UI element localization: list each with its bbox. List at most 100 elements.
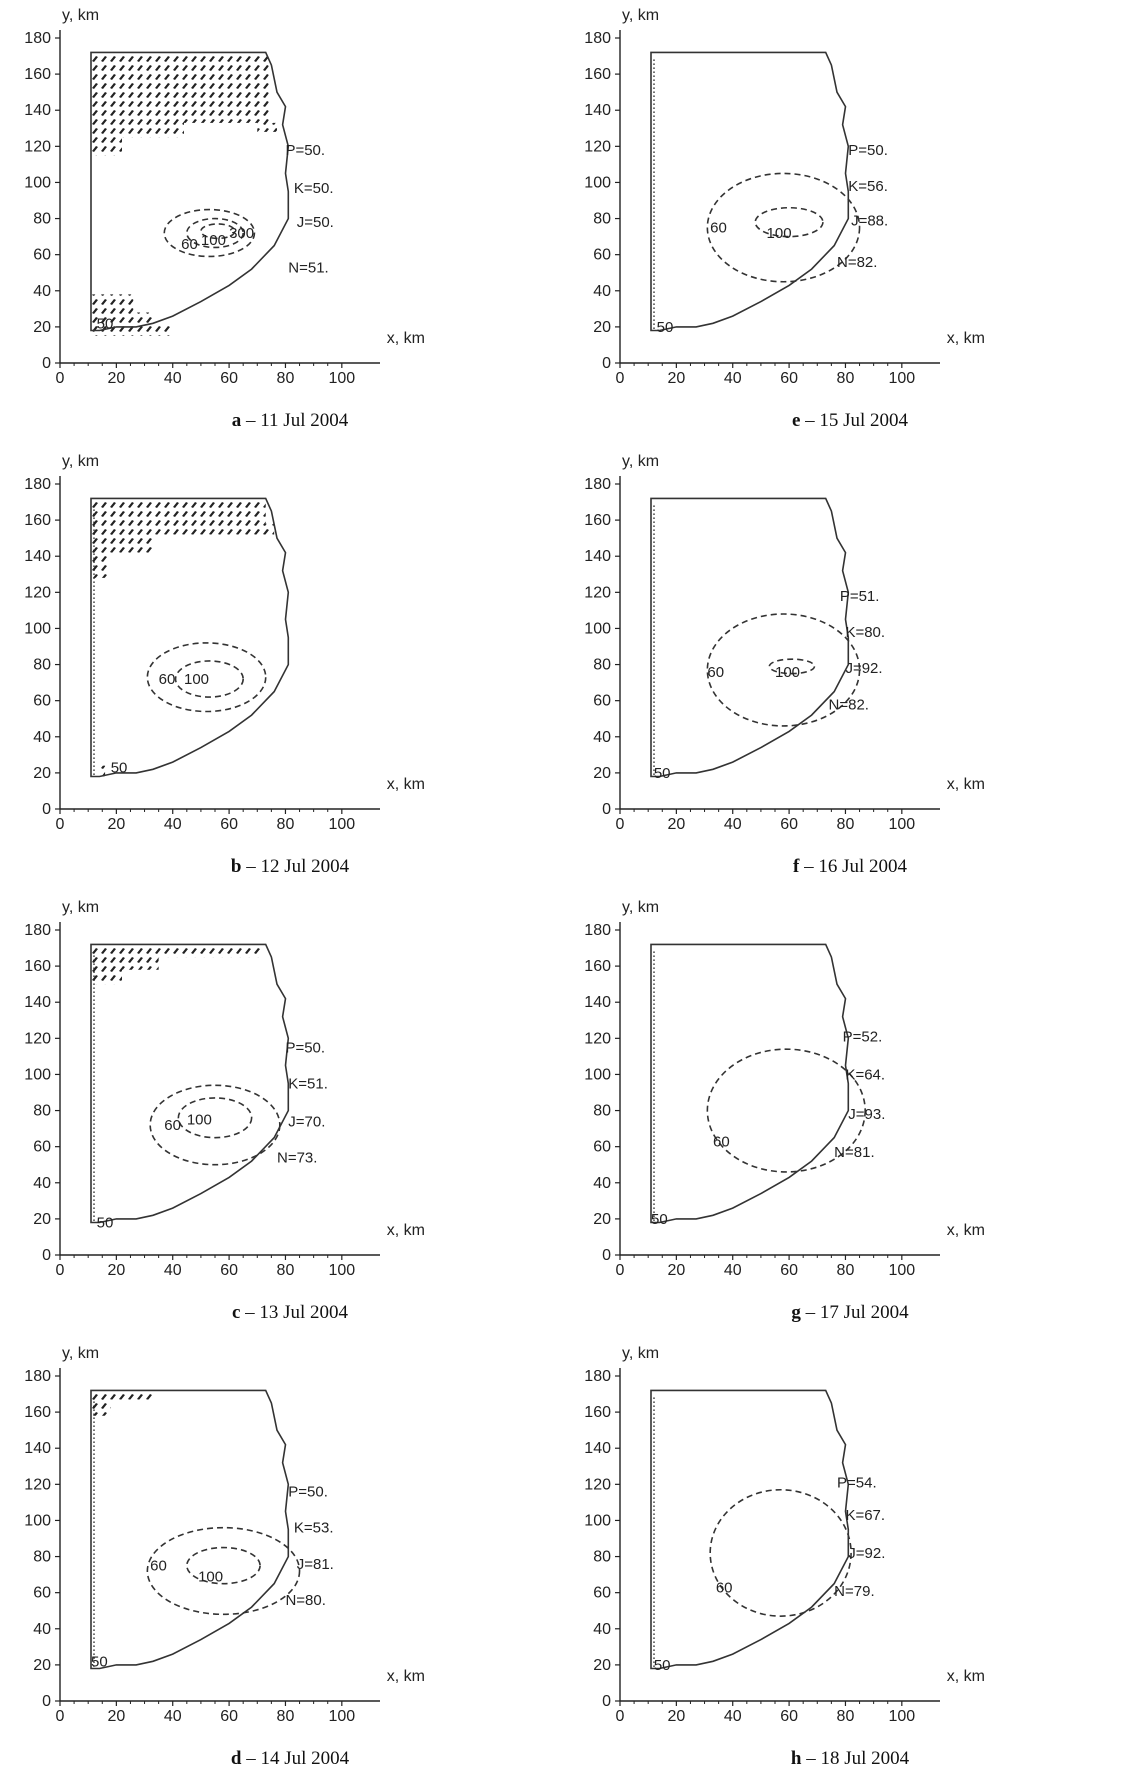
y-tick-label: 180 [584,1368,611,1385]
x-tick-label: 0 [616,370,625,387]
y-tick-label: 100 [24,174,51,191]
y-tick-label: 20 [33,1657,51,1674]
y-tick-label: 140 [584,1440,611,1457]
x-tick-label: 100 [888,816,915,833]
x-tick-label: 100 [888,1708,915,1725]
y-tick-label: 40 [593,283,611,300]
contour-line-60 [163,208,256,258]
y-tick-label: 0 [42,1693,51,1710]
panel-f-caption: f – 16 Jul 2004 [792,856,907,877]
y-tick-label: 40 [593,1621,611,1638]
y-tick-label: 40 [33,283,51,300]
contour-line-100 [186,1546,261,1585]
x-tick-label: 20 [107,1708,125,1725]
x-tick-label: 80 [277,1708,295,1725]
station-label: P=50. [288,1484,328,1501]
y-tick-label: 20 [593,765,611,782]
station-label: P=52. [843,1029,883,1046]
station-label: K=51. [288,1075,328,1092]
y-tick-label: 40 [33,729,51,746]
x-tick-label: 0 [616,816,625,833]
panel-d-plot: 0 20 40 60 80 100 0 20 40 60 80 100 120 140 160 180 x, k… [24,1345,425,1725]
station-label: N=79. [834,1583,874,1600]
contour-line-60 [146,642,267,713]
contour-label: 100 [767,225,792,242]
x-axis-label: x, km [387,330,425,347]
domain-boundary [90,1389,290,1670]
station-label: N=51. [288,259,328,276]
y-tick-label: 160 [24,958,51,975]
axes-e: 0 20 40 60 80 100 0 20 40 60 80 100 120 140 160 180 x, k… [584,7,985,387]
x-tick-label: 20 [667,1708,685,1725]
contour-label: 100 [201,232,226,249]
y-tick-label: 140 [584,102,611,119]
panel-a-caption: a – 11 Jul 2004 [231,410,349,431]
y-tick-label: 100 [24,1512,51,1529]
x-tick-label: 100 [328,1262,355,1279]
y-tick-label: 20 [593,1657,611,1674]
contour-label: 100 [775,664,800,681]
y-tick-label: 180 [584,30,611,47]
panel-a: 0 20 40 60 80 100 0 20 40 60 80 100 120 140 160 180 x, k… [10,0,570,446]
y-tick-label: 120 [24,584,51,601]
x-tick-label: 0 [616,1262,625,1279]
y-tick-label: 160 [24,512,51,529]
contour-line-100 [177,1097,253,1139]
y-tick-label: 60 [33,247,51,264]
contour-label: 100 [184,671,209,688]
y-tick-label: 120 [584,1476,611,1493]
y-tick-label: 60 [593,247,611,264]
contour-label: 60 [713,1133,730,1150]
x-tick-label: 40 [164,1262,182,1279]
y-tick-label: 40 [593,1175,611,1192]
axes-a: 0 20 40 60 80 100 0 20 40 60 80 100 120 140 160 180 x, k… [24,7,425,387]
station-label: P=50. [285,1039,325,1056]
x-tick-label: 60 [220,816,238,833]
y-tick-label: 20 [33,765,51,782]
domain-boundary [650,51,850,332]
x-tick-label: 20 [107,1262,125,1279]
y-axis-label: y, km [622,453,659,470]
y-tick-label: 180 [584,922,611,939]
y-tick-label: 140 [24,102,51,119]
y-tick-label: 160 [584,66,611,83]
panel-c-plot: 0 20 40 60 80 100 0 20 40 60 80 100 120 140 160 180 x, k… [24,899,425,1279]
x-tick-label: 20 [107,816,125,833]
y-tick-label: 120 [24,1030,51,1047]
x-tick-label: 80 [837,1708,855,1725]
y-tick-label: 160 [24,1404,51,1421]
x-axis-label: x, km [947,1222,985,1239]
y-tick-label: 60 [33,1585,51,1602]
x-axis-label: x, km [947,776,985,793]
domain-boundary [90,51,290,332]
y-tick-label: 0 [602,801,611,818]
contour-label: 60 [150,1558,167,1575]
x-tick-label: 40 [164,1708,182,1725]
y-tick-label: 60 [593,1585,611,1602]
station-label: K=56. [848,178,888,195]
panel-b-caption: b – 12 Jul 2004 [230,856,350,877]
y-tick-label: 160 [584,1404,611,1421]
y-axis-label: y, km [622,899,659,916]
hatched-region [91,498,275,578]
hatched-region [91,1390,153,1416]
panel-d-caption: d – 14 Jul 2004 [230,1748,350,1769]
contour-line-60 [709,1488,852,1617]
y-tick-label: 20 [33,319,51,336]
x-tick-label: 80 [837,1262,855,1279]
contour-line-60 [149,1084,281,1166]
y-tick-label: 40 [593,729,611,746]
domain-boundary [650,497,850,778]
station-label: J=70. [288,1113,325,1130]
x-tick-label: 0 [56,816,65,833]
panel-c-caption: c – 13 Jul 2004 [231,1302,349,1323]
y-tick-label: 120 [584,584,611,601]
panel-h-plot: 0 20 40 60 80 100 0 20 40 60 80 100 120 140 160 180 x, k… [584,1345,985,1725]
x-tick-label: 0 [56,1708,65,1725]
station-label: N=82. [837,254,877,271]
y-tick-label: 0 [602,1247,611,1264]
y-tick-label: 0 [42,1247,51,1264]
y-tick-label: 180 [24,476,51,493]
x-tick-label: 0 [616,1708,625,1725]
y-tick-label: 60 [33,693,51,710]
